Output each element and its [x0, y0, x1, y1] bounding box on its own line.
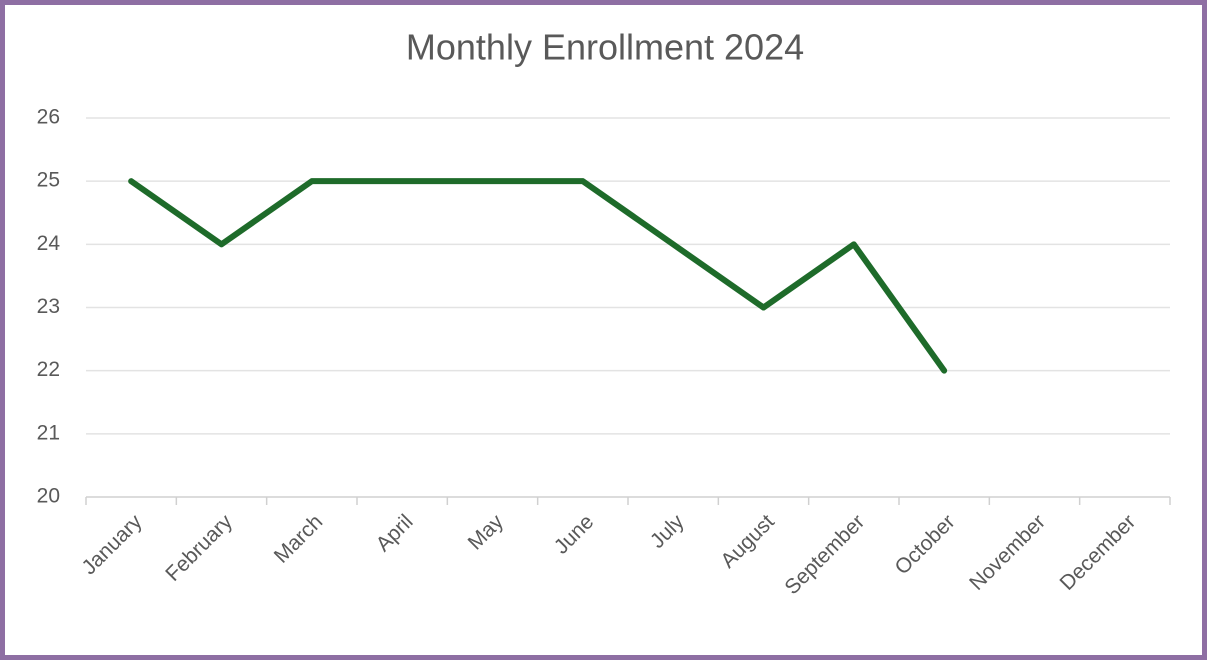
- y-tick-label: 24: [37, 232, 61, 255]
- y-tick-label: 21: [37, 421, 60, 444]
- line-series: [128, 178, 948, 374]
- chart-title: Monthly Enrollment 2024: [406, 27, 804, 68]
- y-tick-label: 22: [37, 358, 60, 381]
- y-tick-label: 25: [37, 169, 60, 192]
- y-tick-label: 23: [37, 295, 60, 318]
- y-tick-label: 26: [37, 106, 60, 129]
- y-tick-label: 20: [37, 485, 60, 508]
